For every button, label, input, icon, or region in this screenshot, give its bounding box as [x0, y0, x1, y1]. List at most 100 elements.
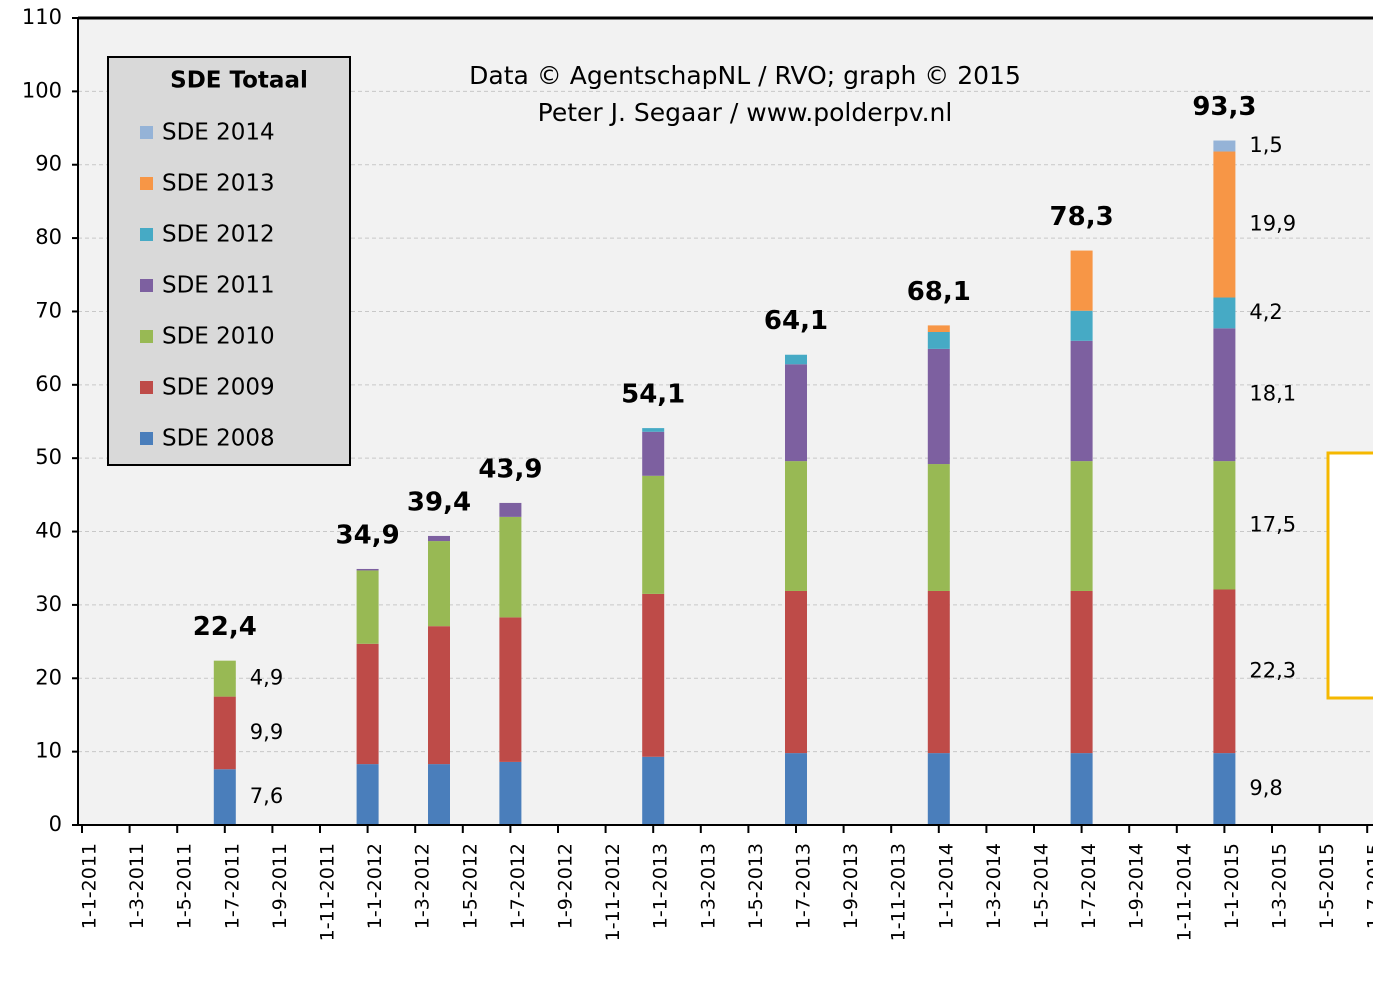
- bar-segment: [927, 590, 950, 754]
- bar-segment: [1070, 310, 1093, 341]
- x-tick-label: 1-3-2015: [1269, 843, 1291, 929]
- bar-segment: [927, 464, 950, 591]
- annotation: Peter J. Segaar / www.polderpv.nl: [538, 98, 953, 127]
- x-tick-label: 1-5-2015: [1316, 843, 1338, 929]
- legend-label: SDE 2013: [162, 171, 275, 197]
- x-tick-label: 1-7-2013: [793, 843, 815, 929]
- legend-swatch: [140, 228, 153, 241]
- bar-segment: [213, 696, 236, 770]
- total-label: 22,4: [193, 612, 257, 642]
- y-tick-label: 60: [35, 372, 62, 396]
- bar-segment: [927, 753, 950, 825]
- value-label: 19,9: [1249, 212, 1296, 236]
- x-tick-label: 1-7-2014: [1078, 843, 1100, 929]
- total-label: 93,3: [1192, 92, 1256, 122]
- value-label: 1,5: [1249, 133, 1282, 157]
- note-box: [1326, 451, 1373, 700]
- legend-swatch: [140, 432, 153, 445]
- y-tick-label: 30: [35, 592, 62, 616]
- y-tick-label: 0: [49, 812, 62, 836]
- bar-segment: [1213, 297, 1236, 329]
- x-tick-label: 1-11-2011: [317, 843, 339, 941]
- total-label: 68,1: [907, 277, 971, 307]
- total-label: 39,4: [407, 487, 471, 517]
- bar-segment: [1213, 140, 1236, 152]
- bar-segment: [785, 364, 807, 462]
- bar-segment: [642, 431, 665, 476]
- legend-label: SDE 2008: [162, 426, 275, 452]
- x-tick-label: 1-7-2015: [1364, 843, 1373, 929]
- x-tick-label: 1-1-2012: [364, 843, 386, 929]
- x-tick-label: 1-3-2013: [697, 843, 719, 929]
- bar-segment: [499, 502, 522, 517]
- legend-swatch: [140, 381, 153, 394]
- bar-segment: [1070, 461, 1093, 591]
- bar-segment: [1213, 753, 1236, 825]
- y-tick-label: 20: [35, 665, 62, 689]
- bar-segment: [642, 593, 665, 757]
- bar-segment: [642, 475, 665, 594]
- x-tick-label: 1-1-2011: [79, 843, 101, 929]
- x-tick-label: 1-1-2015: [1221, 843, 1243, 929]
- x-tick-label: 1-11-2014: [1173, 843, 1195, 941]
- bar-segment: [428, 535, 450, 542]
- bar-segment: [356, 568, 379, 571]
- bar-segment: [428, 764, 450, 825]
- y-tick-label: 50: [35, 445, 62, 469]
- bar-segment: [356, 570, 379, 644]
- bar-segment: [927, 331, 950, 349]
- legend-swatch: [140, 279, 153, 292]
- annotation: Data © AgentschapNL / RVO; graph © 2015: [469, 61, 1021, 90]
- y-tick-label: 100: [22, 78, 62, 102]
- value-label: 22,3: [1249, 658, 1296, 682]
- value-label: 17,5: [1249, 512, 1296, 536]
- x-tick-label: 1-9-2014: [1126, 843, 1148, 929]
- y-tick-label: 90: [35, 152, 62, 176]
- bar-segment: [213, 660, 236, 697]
- value-label: 9,9: [250, 720, 283, 744]
- legend-label: SDE 2009: [162, 375, 275, 401]
- legend-label: SDE 2012: [162, 222, 275, 248]
- bar-segment: [1213, 461, 1236, 590]
- x-tick-label: 1-5-2014: [1031, 843, 1053, 929]
- value-label: 9,8: [1249, 776, 1282, 800]
- x-tick-label: 1-3-2011: [126, 843, 148, 929]
- x-tick-label: 1-11-2013: [888, 843, 910, 941]
- legend-swatch: [140, 177, 153, 190]
- value-label: 7,6: [250, 784, 283, 808]
- total-label: 64,1: [764, 306, 828, 336]
- x-tick-label: 1-3-2012: [412, 843, 434, 929]
- bar-segment: [213, 769, 236, 825]
- bar-segment: [927, 348, 950, 465]
- bar-segment: [1070, 340, 1093, 462]
- bar-segment: [927, 325, 950, 332]
- value-label: 18,1: [1249, 382, 1296, 406]
- bar-segment: [1070, 753, 1093, 825]
- y-tick-label: 110: [22, 5, 62, 29]
- bar-segment: [499, 516, 522, 618]
- x-tick-label: 1-1-2013: [650, 843, 672, 929]
- value-label: 4,9: [250, 666, 283, 690]
- y-tick-label: 10: [35, 739, 62, 763]
- x-tick-label: 1-1-2014: [935, 843, 957, 929]
- total-label: 78,3: [1050, 202, 1114, 232]
- legend-swatch: [140, 330, 153, 343]
- bar-segment: [642, 428, 665, 432]
- value-label: 4,2: [1249, 300, 1282, 324]
- legend-label: SDE 2010: [162, 324, 275, 350]
- x-tick-label: 1-9-2013: [840, 843, 862, 929]
- bar-segment: [1213, 328, 1236, 462]
- x-tick-label: 1-3-2014: [983, 843, 1005, 929]
- bar-segment: [499, 617, 522, 762]
- bar-segment: [1070, 250, 1093, 311]
- bar-segment: [785, 590, 807, 754]
- x-tick-label: 1-9-2012: [555, 843, 577, 929]
- bar-segment: [785, 461, 807, 591]
- x-tick-label: 1-7-2011: [221, 843, 243, 929]
- bar-segment: [785, 753, 807, 825]
- total-label: 34,9: [336, 520, 400, 550]
- bar-segment: [642, 756, 665, 825]
- x-tick-label: 1-5-2011: [174, 843, 196, 929]
- bar-segment: [428, 626, 450, 765]
